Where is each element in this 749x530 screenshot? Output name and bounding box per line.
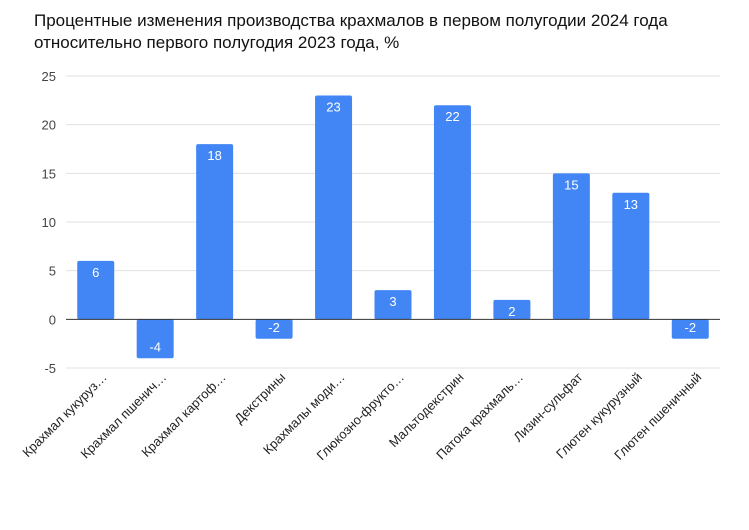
bar	[552, 173, 590, 320]
bar	[255, 319, 293, 339]
x-category-label: Декстрины	[231, 370, 288, 427]
bar	[612, 192, 650, 320]
bars	[77, 95, 709, 359]
y-tick-label: 20	[42, 118, 56, 133]
chart-title-line-1: Процентные изменения производства крахма…	[34, 11, 668, 30]
data-label: 2	[508, 304, 515, 319]
data-label: 23	[326, 99, 340, 114]
chart-title-line-2: относительно первого полугодия 2023 года…	[34, 33, 400, 52]
bar	[493, 299, 531, 320]
bar	[136, 319, 174, 359]
x-axis-categories: Крахмал кукуруз…Крахмал пшенич…Крахмал к…	[19, 369, 704, 463]
data-label: 3	[389, 294, 396, 309]
bar	[374, 290, 412, 320]
y-tick-label: 5	[49, 264, 56, 279]
y-tick-label: 25	[42, 69, 56, 84]
data-label: 13	[624, 197, 638, 212]
data-label: -2	[268, 320, 280, 335]
bar	[77, 260, 115, 320]
data-label: 15	[564, 177, 578, 192]
y-axis-ticks: -5 0 5 10 15 20 25	[42, 69, 56, 376]
data-label: 22	[445, 109, 459, 124]
data-label: 6	[92, 265, 99, 280]
gridlines	[66, 75, 720, 369]
data-label: -4	[149, 339, 161, 354]
bar	[433, 105, 471, 320]
bar	[315, 95, 353, 320]
y-tick-label: 15	[42, 166, 56, 181]
y-tick-label: -5	[44, 361, 56, 376]
bar	[196, 144, 234, 320]
y-tick-label: 10	[42, 215, 56, 230]
y-tick-label: 0	[49, 312, 56, 327]
chart-title: Процентные изменения производства крахма…	[34, 10, 734, 54]
bar	[671, 319, 709, 339]
data-label: -2	[684, 320, 696, 335]
data-label: 18	[207, 148, 221, 163]
